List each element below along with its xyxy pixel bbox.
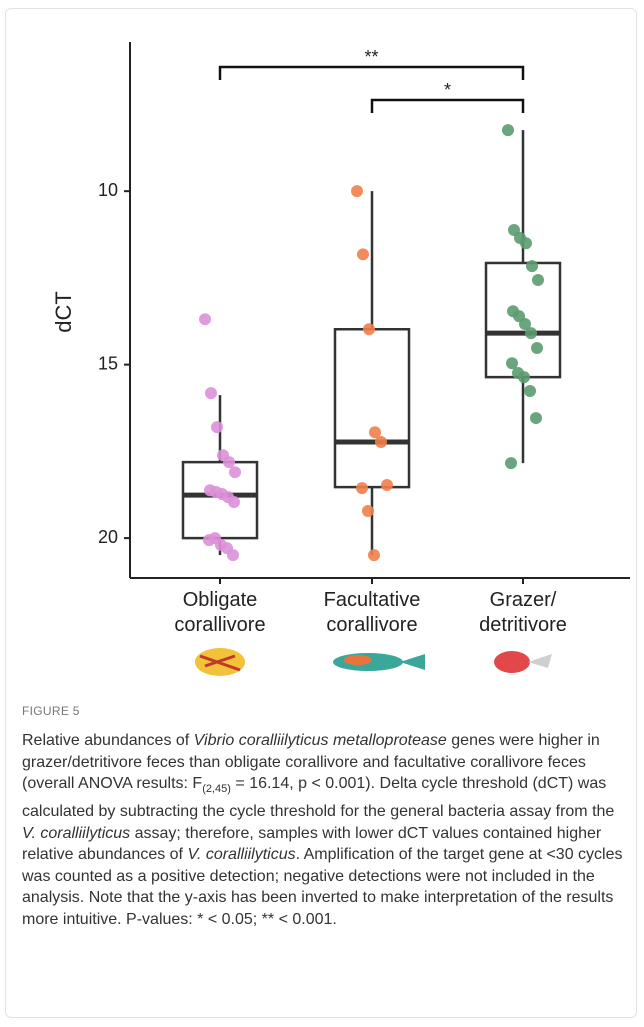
page: dCT 101520*** FIGURE 5 Relative abundanc… bbox=[0, 0, 644, 1027]
box bbox=[335, 329, 409, 487]
data-point bbox=[532, 274, 544, 286]
data-point bbox=[525, 327, 537, 339]
y-tick-label: 10 bbox=[98, 180, 118, 200]
fish-icon bbox=[494, 651, 530, 673]
box bbox=[183, 462, 257, 538]
figure-label: FIGURE 5 bbox=[22, 704, 80, 718]
data-point bbox=[505, 457, 517, 469]
significance-bracket bbox=[372, 100, 523, 113]
significance-label: ** bbox=[364, 47, 378, 67]
data-point bbox=[524, 385, 536, 397]
y-tick-label: 20 bbox=[98, 527, 118, 547]
data-point bbox=[357, 248, 369, 260]
fish-spot bbox=[344, 655, 372, 665]
significance-bracket bbox=[220, 67, 523, 80]
data-point bbox=[381, 479, 393, 491]
y-axis-label: dCT bbox=[51, 291, 76, 333]
data-point bbox=[211, 421, 223, 433]
data-point bbox=[531, 342, 543, 354]
data-point bbox=[205, 387, 217, 399]
data-point bbox=[199, 313, 211, 325]
caption-run: (2,45) bbox=[202, 783, 231, 795]
data-point bbox=[229, 466, 241, 478]
x-tick-label: Grazer/ detritivore bbox=[448, 588, 598, 638]
data-point bbox=[502, 124, 514, 136]
data-point bbox=[530, 412, 542, 424]
data-point bbox=[351, 185, 363, 197]
data-point bbox=[362, 505, 374, 517]
figure-caption: Relative abundances of Vibrio coralliily… bbox=[22, 730, 626, 931]
caption-run: V. coralliilyticus bbox=[22, 825, 130, 842]
significance-label: * bbox=[444, 80, 451, 100]
fish-icons bbox=[195, 648, 552, 676]
data-point bbox=[223, 456, 235, 468]
data-point bbox=[526, 260, 538, 272]
data-point bbox=[228, 496, 240, 508]
data-point bbox=[375, 436, 387, 448]
data-point bbox=[520, 237, 532, 249]
x-tick-label: Obligate corallivore bbox=[145, 588, 295, 638]
fish-tail bbox=[528, 654, 552, 668]
data-point bbox=[363, 323, 375, 335]
data-point bbox=[518, 371, 530, 383]
fish-tail bbox=[400, 654, 425, 670]
data-point bbox=[356, 482, 368, 494]
data-point bbox=[368, 549, 380, 561]
caption-run: Relative abundances of bbox=[22, 732, 194, 749]
data-point bbox=[227, 549, 239, 561]
y-tick-label: 15 bbox=[98, 353, 118, 373]
caption-run: V. coralliilyticus bbox=[187, 846, 295, 863]
x-tick-label: Facultative corallivore bbox=[297, 588, 447, 638]
caption-run: Vibrio coralliilyticus metalloprotease bbox=[194, 732, 447, 749]
